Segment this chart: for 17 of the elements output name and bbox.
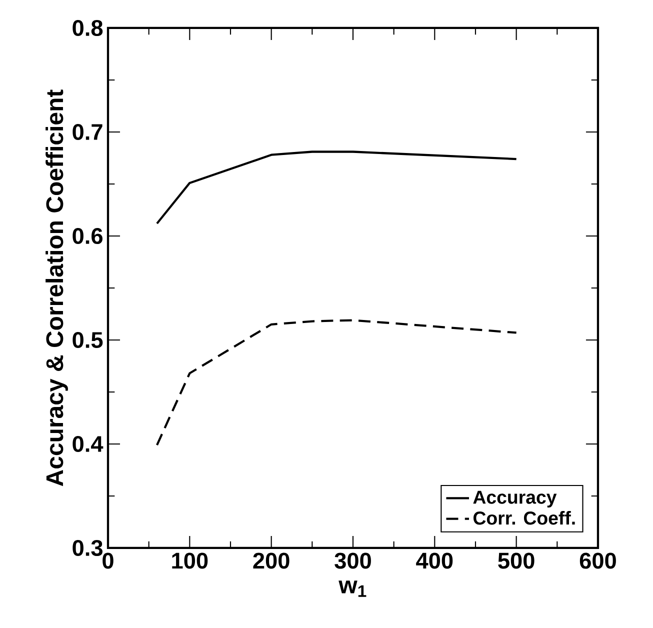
y-tick-label: 0.7 (72, 124, 102, 140)
y-tick-label: 0.3 (72, 540, 102, 556)
y-tick-label: 0.6 (72, 228, 102, 244)
x-tick-label: 100 (172, 552, 208, 569)
x-tick-label: 600 (580, 552, 616, 569)
y-axis-title: Accuracy & Correlation Coefficient (46, 90, 68, 486)
x-tick-label: 200 (253, 552, 290, 569)
x-tick-label: 0 (102, 552, 114, 569)
legend-label: Corr. Coeff. (474, 510, 575, 525)
x-tick-label: 400 (416, 552, 453, 569)
x-tick-label: 300 (334, 552, 371, 569)
x-tick-label: 500 (498, 552, 534, 569)
y-tick-label: 0.4 (72, 436, 104, 452)
x-axis-title: w$_{1}$ (338, 580, 366, 597)
y-tick-label: 0.8 (72, 20, 103, 36)
legend-label: Accuracy (473, 490, 557, 508)
y-tick-label: 0.5 (72, 332, 103, 348)
